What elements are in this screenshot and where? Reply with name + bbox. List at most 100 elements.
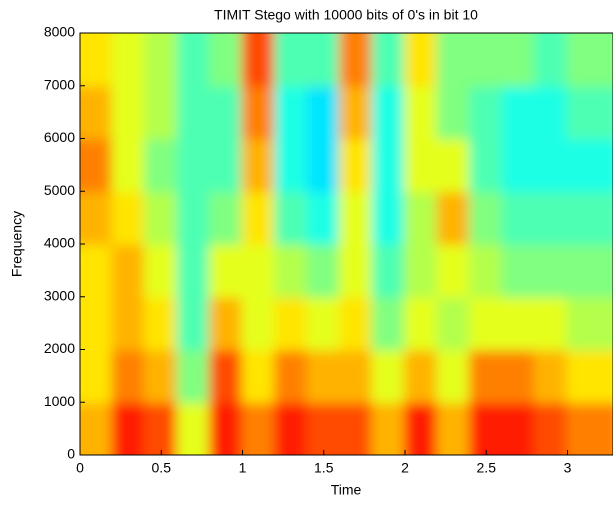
cell — [242, 349, 277, 404]
cell — [437, 12, 472, 87]
cell — [274, 190, 309, 245]
cell — [339, 12, 374, 87]
cell — [144, 85, 179, 140]
cell — [404, 349, 439, 404]
cell — [567, 190, 613, 245]
cell — [534, 349, 569, 404]
cell — [372, 190, 407, 245]
cell — [144, 138, 179, 193]
spectrogram — [59, 12, 613, 476]
x-axis-label: Time — [331, 482, 362, 498]
cell — [177, 12, 212, 87]
x-tick-label: 0.5 — [152, 460, 172, 476]
cell — [469, 190, 504, 245]
cell — [274, 296, 309, 351]
cell — [274, 138, 309, 193]
cell — [567, 296, 613, 351]
cell — [404, 296, 439, 351]
cell — [502, 401, 537, 476]
chart-title: TIMIT Stego with 10000 bits of 0's in bi… — [214, 7, 478, 23]
y-tick-label: 8000 — [44, 24, 75, 40]
cell — [242, 243, 277, 298]
cell — [469, 12, 504, 87]
cell — [177, 401, 212, 476]
y-tick-label: 3000 — [44, 287, 75, 303]
cell — [437, 138, 472, 193]
cell — [112, 401, 147, 476]
cell — [372, 349, 407, 404]
cell — [404, 190, 439, 245]
cell — [404, 85, 439, 140]
cell — [112, 190, 147, 245]
cell — [567, 12, 613, 87]
cell — [307, 12, 342, 87]
cell — [339, 85, 374, 140]
cell — [144, 190, 179, 245]
cell — [339, 190, 374, 245]
cell — [112, 349, 147, 404]
cell — [209, 296, 244, 351]
y-axis-label: Frequency — [9, 211, 25, 277]
cell — [404, 138, 439, 193]
cell — [177, 85, 212, 140]
y-tick-label: 1000 — [44, 393, 75, 409]
cell — [437, 401, 472, 476]
cell — [307, 349, 342, 404]
y-tick-label: 6000 — [44, 129, 75, 145]
cell — [502, 12, 537, 87]
cell — [437, 349, 472, 404]
cell — [274, 85, 309, 140]
cell — [242, 401, 277, 476]
cell — [437, 243, 472, 298]
cell — [274, 12, 309, 87]
y-tick-label: 7000 — [44, 76, 75, 92]
cell — [502, 85, 537, 140]
cell — [567, 349, 613, 404]
cell — [274, 349, 309, 404]
cell — [112, 243, 147, 298]
x-tick-label: 1.5 — [314, 460, 334, 476]
cell — [372, 243, 407, 298]
cell — [567, 401, 613, 476]
cell — [372, 296, 407, 351]
cell — [567, 243, 613, 298]
x-tick-label: 1 — [239, 460, 247, 476]
cell — [469, 243, 504, 298]
cell — [307, 138, 342, 193]
cell — [112, 138, 147, 193]
cell — [339, 138, 374, 193]
cell — [242, 138, 277, 193]
cell — [534, 296, 569, 351]
cell — [144, 296, 179, 351]
cell — [469, 296, 504, 351]
cell — [567, 138, 613, 193]
cell — [112, 85, 147, 140]
cell — [404, 401, 439, 476]
cell — [502, 190, 537, 245]
cell — [144, 12, 179, 87]
cell — [144, 349, 179, 404]
y-tick-label: 0 — [67, 446, 75, 462]
cell — [437, 85, 472, 140]
cell — [372, 138, 407, 193]
cell — [242, 12, 277, 87]
cell — [209, 190, 244, 245]
cell — [274, 401, 309, 476]
cell — [404, 12, 439, 87]
x-tick-label: 0 — [76, 460, 84, 476]
y-tick-label: 4000 — [44, 235, 75, 251]
cell — [372, 12, 407, 87]
cell — [307, 85, 342, 140]
cell — [534, 85, 569, 140]
cell — [339, 349, 374, 404]
cell — [339, 243, 374, 298]
cell — [339, 401, 374, 476]
x-tick-label: 2.5 — [477, 460, 497, 476]
cell — [502, 296, 537, 351]
cell — [469, 349, 504, 404]
cell — [177, 138, 212, 193]
cell — [177, 296, 212, 351]
cell — [209, 85, 244, 140]
